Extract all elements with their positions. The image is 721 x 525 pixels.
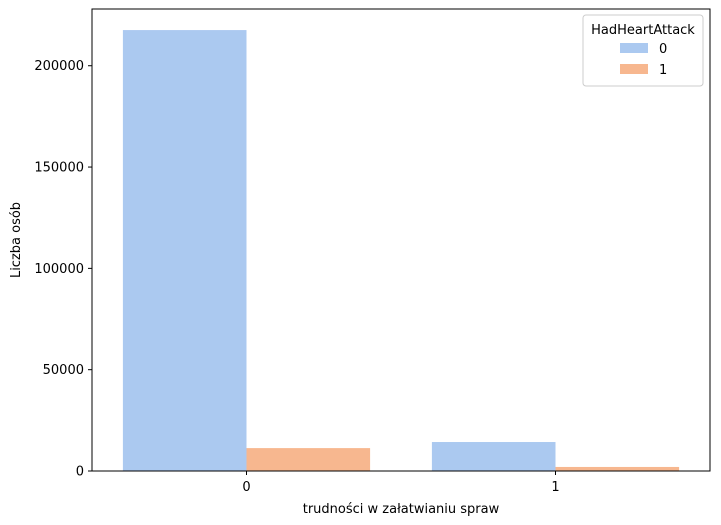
- legend-swatch-0: [620, 43, 648, 53]
- legend: HadHeartAttack 0 1: [582, 14, 704, 87]
- legend-swatch-1: [620, 64, 648, 74]
- y-tick-label: 50000: [43, 363, 84, 378]
- y-tick-label: 150000: [34, 161, 84, 176]
- legend-title: HadHeartAttack: [591, 23, 695, 38]
- y-axis: 0 50000 100000 150000 200000: [34, 59, 92, 480]
- legend-label-1: 1: [659, 63, 667, 78]
- bar-1-series-0: [431, 442, 556, 471]
- y-tick-label: 0: [76, 465, 84, 480]
- x-tick-label: 0: [242, 480, 250, 495]
- x-tick-label: 1: [551, 480, 559, 495]
- legend-label-0: 0: [659, 42, 667, 57]
- bars-group: [122, 30, 680, 472]
- bar-0-series-0: [122, 30, 247, 472]
- plot-frame: [91, 8, 711, 472]
- y-tick-label: 200000: [34, 59, 84, 74]
- bar-1-series-1: [555, 466, 680, 471]
- y-tick-label: 100000: [34, 262, 84, 277]
- bar-0-series-1: [246, 448, 371, 471]
- y-axis-label: Liczba osób: [9, 202, 24, 278]
- x-axis-label: trudności w załatwianiu spraw: [303, 502, 500, 517]
